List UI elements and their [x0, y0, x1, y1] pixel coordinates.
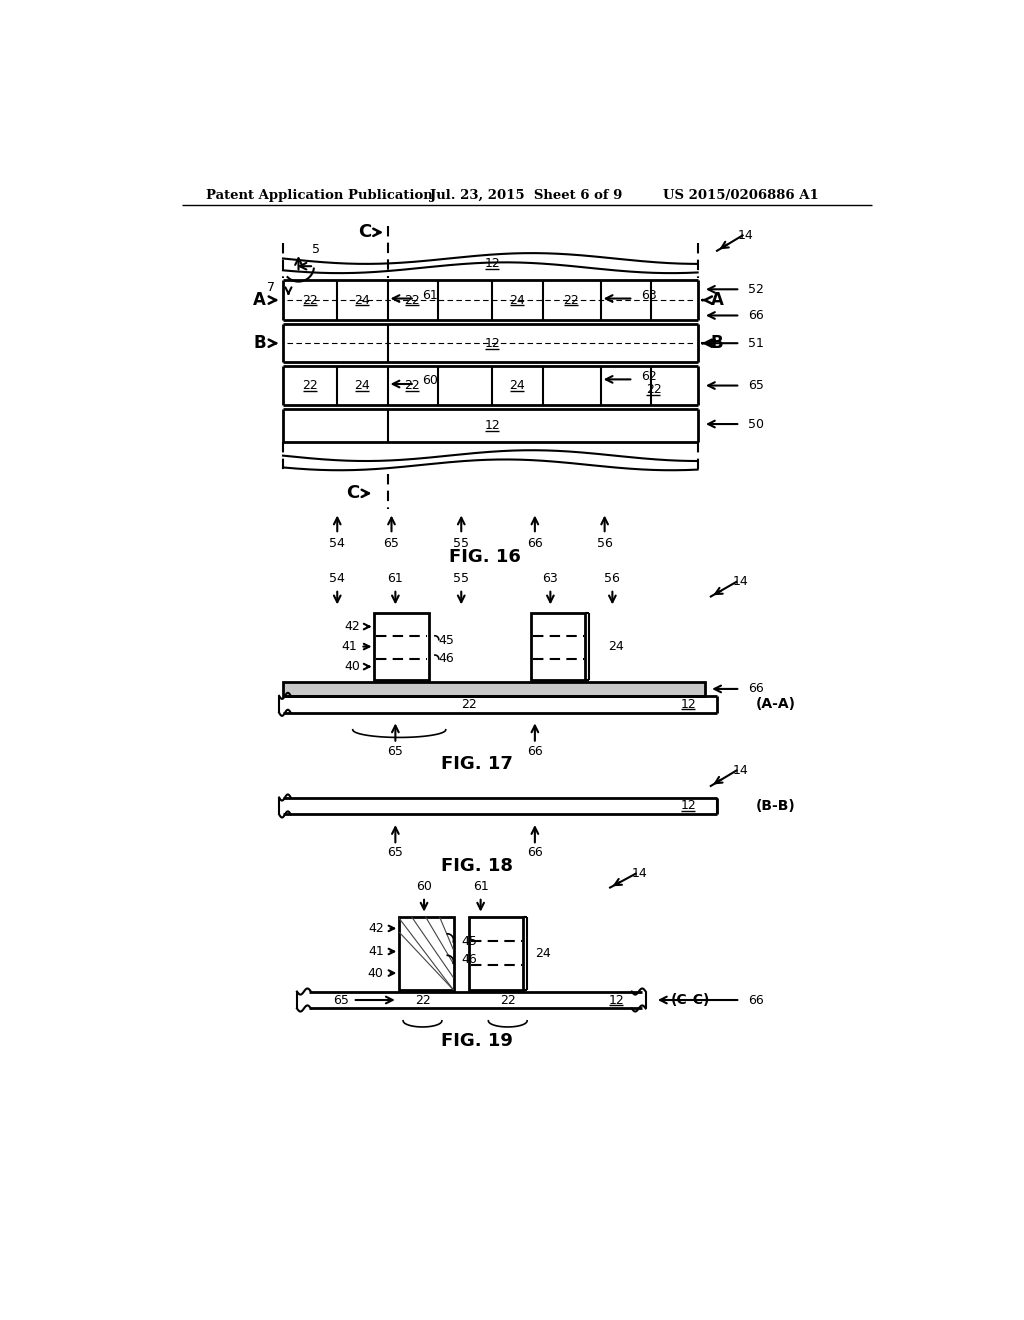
Text: 14: 14: [732, 576, 749, 589]
Text: 24: 24: [354, 293, 370, 306]
Text: (A-A): (A-A): [756, 697, 796, 711]
Text: 42: 42: [368, 921, 384, 935]
Text: 42: 42: [345, 620, 360, 634]
Text: FIG. 17: FIG. 17: [440, 755, 513, 774]
Text: 50: 50: [748, 417, 764, 430]
Text: 5: 5: [312, 243, 321, 256]
Text: 54: 54: [330, 537, 345, 550]
Text: 66: 66: [527, 846, 543, 859]
Text: A: A: [711, 292, 723, 309]
Text: 12: 12: [681, 800, 696, 813]
Text: (C-C): (C-C): [671, 993, 710, 1007]
Text: 40: 40: [368, 966, 384, 979]
Text: 22: 22: [461, 698, 477, 711]
Text: B: B: [253, 334, 266, 352]
Text: A: A: [253, 292, 266, 309]
Bar: [469, 917, 523, 990]
Text: 66: 66: [748, 994, 764, 1007]
Text: 55: 55: [454, 537, 469, 550]
Text: 22: 22: [404, 293, 420, 306]
Text: 41: 41: [368, 945, 384, 958]
Text: 60: 60: [423, 375, 438, 388]
Bar: [531, 612, 586, 681]
Text: 12: 12: [608, 994, 624, 1007]
Text: 12: 12: [681, 698, 696, 711]
Text: 61: 61: [423, 289, 438, 302]
Text: 7: 7: [267, 281, 275, 294]
Text: 66: 66: [527, 537, 543, 550]
Text: 55: 55: [454, 572, 469, 585]
Text: 60: 60: [416, 879, 432, 892]
Text: 51: 51: [748, 337, 764, 350]
Text: 24: 24: [509, 293, 525, 306]
Text: C: C: [357, 223, 371, 242]
Text: FIG. 19: FIG. 19: [440, 1032, 513, 1049]
Text: 22: 22: [500, 994, 516, 1007]
Text: 24: 24: [354, 379, 370, 392]
Text: 22: 22: [563, 293, 580, 306]
Text: 22: 22: [646, 383, 662, 396]
Text: 12: 12: [484, 337, 500, 350]
Text: 65: 65: [748, 379, 764, 392]
Text: (B-B): (B-B): [756, 799, 796, 813]
Text: 24: 24: [535, 946, 551, 960]
Text: 22: 22: [302, 379, 318, 392]
Text: 45: 45: [438, 634, 454, 647]
Text: 56: 56: [597, 537, 612, 550]
Bar: [375, 612, 429, 681]
Text: 24: 24: [509, 379, 525, 392]
Text: 65: 65: [387, 744, 403, 758]
Bar: [399, 917, 454, 990]
Text: 63: 63: [543, 572, 558, 585]
Text: 46: 46: [438, 652, 454, 665]
Text: 63: 63: [641, 289, 656, 302]
Text: 14: 14: [732, 764, 749, 777]
Text: 22: 22: [302, 293, 318, 306]
Text: 66: 66: [748, 682, 764, 696]
Text: 41: 41: [341, 640, 356, 653]
Text: 62: 62: [641, 370, 656, 383]
Text: 66: 66: [527, 744, 543, 758]
Text: FIG. 18: FIG. 18: [440, 857, 513, 875]
Text: 40: 40: [345, 660, 360, 673]
Text: 61: 61: [473, 879, 488, 892]
Text: Patent Application Publication: Patent Application Publication: [206, 189, 432, 202]
Text: 24: 24: [608, 640, 625, 653]
Text: 56: 56: [604, 572, 621, 585]
Text: 14: 14: [632, 867, 647, 880]
Text: 65: 65: [333, 994, 349, 1007]
Text: 12: 12: [484, 256, 500, 269]
Text: Jul. 23, 2015  Sheet 6 of 9: Jul. 23, 2015 Sheet 6 of 9: [430, 189, 623, 202]
Text: FIG. 16: FIG. 16: [449, 548, 520, 566]
Text: C: C: [346, 484, 359, 503]
Text: US 2015/0206886 A1: US 2015/0206886 A1: [663, 189, 818, 202]
Text: 45: 45: [461, 935, 477, 948]
Text: 52: 52: [748, 282, 764, 296]
Bar: [283, 682, 706, 696]
Text: 65: 65: [384, 537, 399, 550]
Text: 22: 22: [404, 379, 420, 392]
Text: 61: 61: [387, 572, 403, 585]
Text: 66: 66: [748, 309, 764, 322]
Text: 14: 14: [738, 228, 754, 242]
Text: 65: 65: [387, 846, 403, 859]
Text: 22: 22: [415, 994, 430, 1007]
Text: 12: 12: [484, 418, 500, 432]
Text: B: B: [711, 334, 723, 352]
Text: 54: 54: [330, 572, 345, 585]
Text: 46: 46: [461, 953, 477, 966]
